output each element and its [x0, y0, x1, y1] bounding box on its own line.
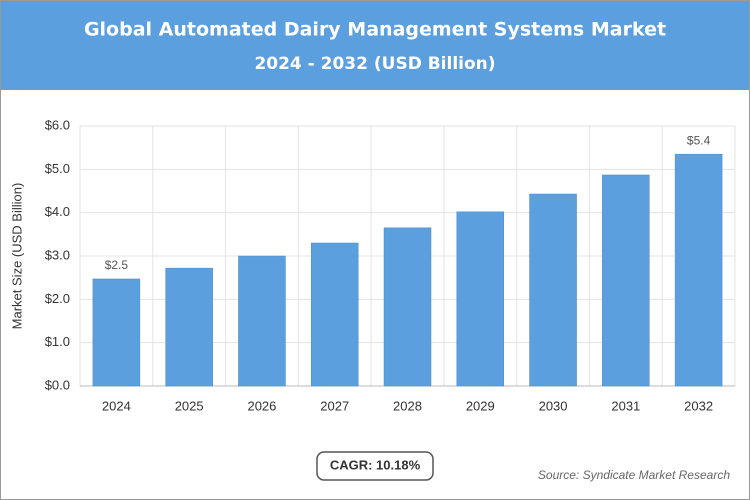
y-tick-label: $6.0 [45, 117, 70, 132]
y-tick-label: $0.0 [45, 377, 70, 392]
bar [674, 153, 723, 387]
bar [456, 211, 505, 387]
bar [529, 193, 577, 387]
chart-subtitle: 2024 - 2032 (USD Billion) [254, 54, 495, 74]
bar [310, 242, 359, 387]
y-tick-label: $3.0 [45, 247, 70, 262]
x-tick-label: 2028 [393, 398, 422, 413]
cagr-annotation: CAGR: 10.18% [330, 457, 421, 472]
chart-title: Global Automated Dairy Management System… [84, 19, 666, 41]
y-tick-label: $4.0 [45, 204, 70, 219]
header [1, 1, 749, 90]
x-tick-label: 2026 [247, 398, 276, 413]
x-tick-label: 2024 [102, 398, 131, 413]
bar [238, 255, 286, 387]
bar [165, 267, 213, 387]
y-tick-label: $2.0 [45, 291, 70, 306]
x-tick-label: 2030 [539, 398, 568, 413]
source: Source: Syndicate Market Research [538, 468, 730, 482]
bar [602, 174, 650, 387]
bar [92, 278, 141, 387]
x-tick-label: 2027 [320, 398, 349, 413]
bar [383, 227, 432, 387]
y-tick-label: $1.0 [45, 334, 70, 349]
y-axis-label: Market Size (USD Billion) [9, 183, 24, 330]
x-tick-label: 2031 [611, 398, 640, 413]
x-tick-label: 2029 [466, 398, 495, 413]
value-label: $2.5 [105, 258, 129, 272]
y-tick-label: $5.0 [45, 161, 70, 176]
x-tick-label: 2032 [684, 398, 713, 413]
x-tick-label: 2025 [175, 398, 204, 413]
value-label: $5.4 [687, 133, 711, 147]
cagr-box [316, 451, 434, 481]
